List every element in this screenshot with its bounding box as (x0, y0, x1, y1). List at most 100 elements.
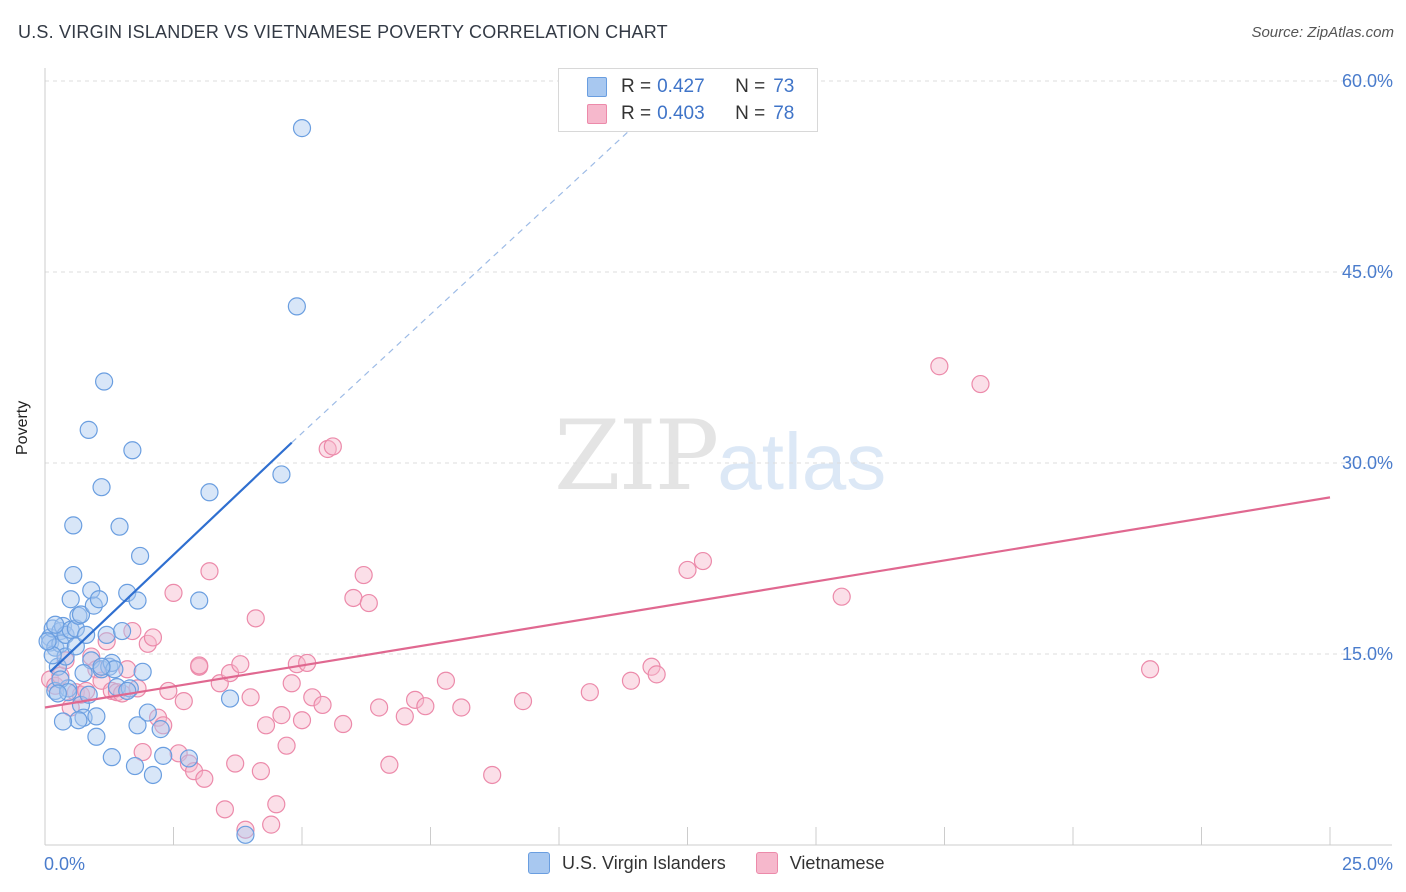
point-us-virgin-islanders (71, 605, 91, 624)
point-vietnamese (231, 655, 250, 674)
point-us-virgin-islanders (77, 625, 96, 645)
point-us-virgin-islanders (220, 689, 240, 708)
point-us-virgin-islanders (200, 483, 219, 502)
y-tick-label: 45.0% (1342, 262, 1393, 282)
point-vietnamese (647, 665, 666, 684)
point-vietnamese (513, 692, 533, 711)
point-vietnamese (195, 769, 214, 788)
point-vietnamese (118, 660, 137, 679)
y-tick-label: 60.0% (1342, 71, 1393, 91)
point-vietnamese (215, 800, 234, 819)
point-us-virgin-islanders (38, 632, 57, 651)
point-vietnamese (292, 711, 312, 730)
point-vietnamese (354, 565, 373, 585)
trend-line-vietnamese (44, 496, 1331, 709)
point-vietnamese (277, 736, 296, 755)
point-vietnamese (256, 716, 276, 735)
point-us-virgin-islanders (112, 621, 132, 641)
point-vietnamese (693, 551, 713, 571)
point-vietnamese (174, 692, 193, 711)
point-vietnamese (416, 697, 435, 716)
point-vietnamese (334, 714, 353, 734)
trend-line-us-virgin-islanders (49, 441, 293, 673)
point-us-virgin-islanders (123, 441, 142, 460)
legend-item-us-virgin-islanders[interactable]: U.S. Virgin Islanders (528, 852, 726, 874)
point-us-virgin-islanders (87, 707, 106, 726)
y-tick-label: 30.0% (1342, 453, 1393, 473)
point-us-virgin-islanders (190, 591, 209, 610)
legend-swatch-pink (587, 104, 607, 124)
legend-label: Vietnamese (789, 852, 885, 873)
point-vietnamese (143, 628, 163, 647)
trend-lines (44, 441, 1331, 709)
legend-swatch-blue (528, 852, 550, 874)
point-us-virgin-islanders (138, 703, 157, 722)
point-vietnamese (930, 357, 949, 376)
legend-r-value: 0.403 (657, 103, 705, 124)
legend-n-value: 78 (773, 103, 795, 124)
point-vietnamese (226, 754, 245, 773)
point-vietnamese (370, 698, 389, 717)
point-vietnamese (380, 755, 399, 774)
point-vietnamese (832, 587, 851, 606)
point-us-virgin-islanders (118, 583, 137, 602)
point-us-virgin-islanders (143, 765, 163, 785)
point-vietnamese (1140, 660, 1160, 679)
point-us-virgin-islanders (128, 591, 147, 610)
legend-n-label: N = (735, 103, 766, 124)
point-vietnamese (190, 656, 209, 675)
point-vietnamese (436, 671, 456, 690)
point-us-virgin-islanders (287, 297, 306, 316)
legend-n-value: 73 (773, 76, 795, 97)
legend-row-pink: R = 0.403 N = 78 (587, 102, 794, 126)
axes (44, 68, 1392, 846)
watermark-zip: ZIP (554, 400, 719, 512)
watermark-atlas: atlas (717, 417, 887, 506)
point-vietnamese (971, 374, 990, 394)
trend-extension-us-virgin-islanders (291, 71, 694, 444)
tick-labels: 15.0% 30.0% 45.0% 60.0% 0.0% 25.0% (44, 71, 1393, 874)
point-us-virgin-islanders (89, 590, 109, 609)
point-vietnamese (344, 588, 363, 608)
point-us-virgin-islanders (272, 465, 291, 484)
point-us-virgin-islanders (179, 749, 199, 768)
point-vietnamese (405, 690, 425, 709)
point-vietnamese (395, 707, 414, 726)
legend-r-label: R = (621, 103, 652, 124)
point-us-virgin-islanders (97, 625, 116, 645)
point-vietnamese (272, 706, 291, 725)
point-vietnamese (159, 681, 178, 701)
point-vietnamese (97, 632, 116, 651)
y-tick-label: 15.0% (1342, 644, 1393, 664)
point-vietnamese (241, 688, 260, 707)
legend-item-vietnamese[interactable]: Vietnamese (755, 852, 885, 874)
point-us-virgin-islanders (102, 748, 121, 767)
point-vietnamese (359, 593, 378, 613)
point-vietnamese (580, 683, 599, 702)
stats-legend: R = 0.427 N = 73 R = 0.403 N = 78 (558, 68, 818, 132)
point-us-virgin-islanders (69, 711, 88, 730)
watermark: ZIPatlas (554, 400, 886, 512)
point-us-virgin-islanders (236, 825, 255, 844)
point-vietnamese (313, 695, 332, 715)
point-us-virgin-islanders (48, 684, 67, 703)
data-points (38, 119, 1160, 844)
point-us-virgin-islanders (79, 420, 98, 439)
legend-label: U.S. Virgin Islanders (562, 852, 726, 873)
point-us-virgin-islanders (118, 681, 137, 701)
point-vietnamese (246, 609, 265, 628)
x-tick-label: 0.0% (44, 854, 85, 874)
point-vietnamese (267, 795, 286, 814)
point-vietnamese (262, 815, 281, 834)
point-us-virgin-islanders (292, 119, 312, 138)
point-vietnamese (678, 560, 697, 580)
grid-lines (45, 80, 1392, 655)
point-us-virgin-islanders (53, 712, 73, 731)
point-us-virgin-islanders (64, 516, 83, 535)
x-tick-label: 25.0% (1342, 854, 1393, 874)
point-vietnamese (621, 671, 641, 690)
point-vietnamese (323, 437, 342, 456)
point-us-virgin-islanders (130, 546, 150, 566)
point-vietnamese (318, 439, 337, 459)
